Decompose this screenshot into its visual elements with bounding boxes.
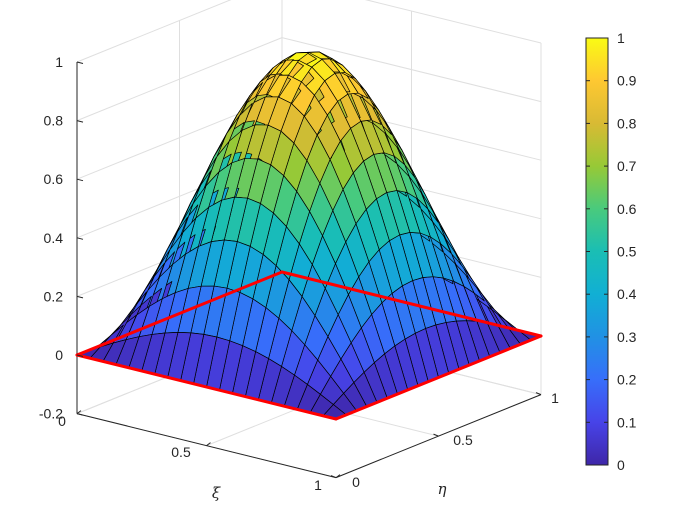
tick-mark [76, 354, 84, 357]
colorbar-tick-label: 0 [617, 457, 625, 473]
tick-mark [535, 392, 542, 396]
grid-line [76, 37, 283, 122]
eta-tick-label: 0 [352, 474, 360, 490]
colorbar-tick-label: 0.9 [617, 73, 637, 89]
tick-mark [76, 178, 84, 182]
tick-mark [330, 475, 337, 479]
tick-mark [76, 120, 84, 123]
boundary-edge [75, 270, 284, 357]
z-tick-label: 0.4 [44, 230, 64, 246]
eta-tick-label: 1 [551, 390, 559, 406]
grid-line [281, 37, 542, 103]
boundary-edges [75, 270, 543, 421]
tick-mark [76, 410, 82, 415]
z-tick-label: 0 [55, 347, 63, 363]
tick-mark [206, 442, 211, 447]
tick-mark [433, 433, 439, 437]
z-tick-label: 0.8 [44, 113, 64, 129]
boundary-edge [280, 270, 543, 338]
tick-mark [76, 237, 84, 240]
boundary-edge [334, 334, 543, 421]
xi-tick-label: 0 [58, 413, 66, 429]
eta-tick-label: 0.5 [453, 432, 473, 448]
boundary-edge [75, 353, 338, 421]
z-tick-label: 0.2 [44, 288, 64, 304]
colorbar-tick-label: 0.6 [617, 201, 637, 217]
tick-mark [76, 61, 84, 64]
tick-mark [76, 413, 84, 416]
tick-mark [335, 474, 341, 479]
xi-tick-label: 0.5 [171, 444, 191, 460]
tick-mark [76, 295, 84, 299]
z-tick-label: -0.2 [39, 406, 63, 422]
colorbar-tick-label: 0.3 [617, 329, 637, 345]
xi-tick-label: 1 [314, 477, 322, 493]
colorbar: 0 0.1 0.2 0.3 0.4 0.5 0.6 0.7 0.8 0.9 1 [585, 30, 637, 473]
grid-line [364, 0, 542, 44]
z-tick-label: 0.6 [44, 171, 64, 187]
y-axis-label: η [438, 480, 447, 498]
colorbar-tick-label: 1 [617, 30, 625, 46]
colorbar-tick-label: 0.5 [617, 244, 637, 260]
z-tick-label: 1 [55, 54, 63, 70]
surface-mesh [76, 51, 542, 420]
colorbar-tick-label: 0.8 [617, 115, 637, 131]
colorbar-tick-label: 0.7 [617, 158, 637, 174]
x-axis-label: ξ [212, 484, 221, 502]
colorbar-tick-label: 0.2 [617, 372, 637, 388]
grid-line [76, 0, 232, 63]
colorbar-tick-label: 0.1 [617, 414, 637, 430]
colorbar-tick-label: 0.4 [617, 286, 637, 302]
